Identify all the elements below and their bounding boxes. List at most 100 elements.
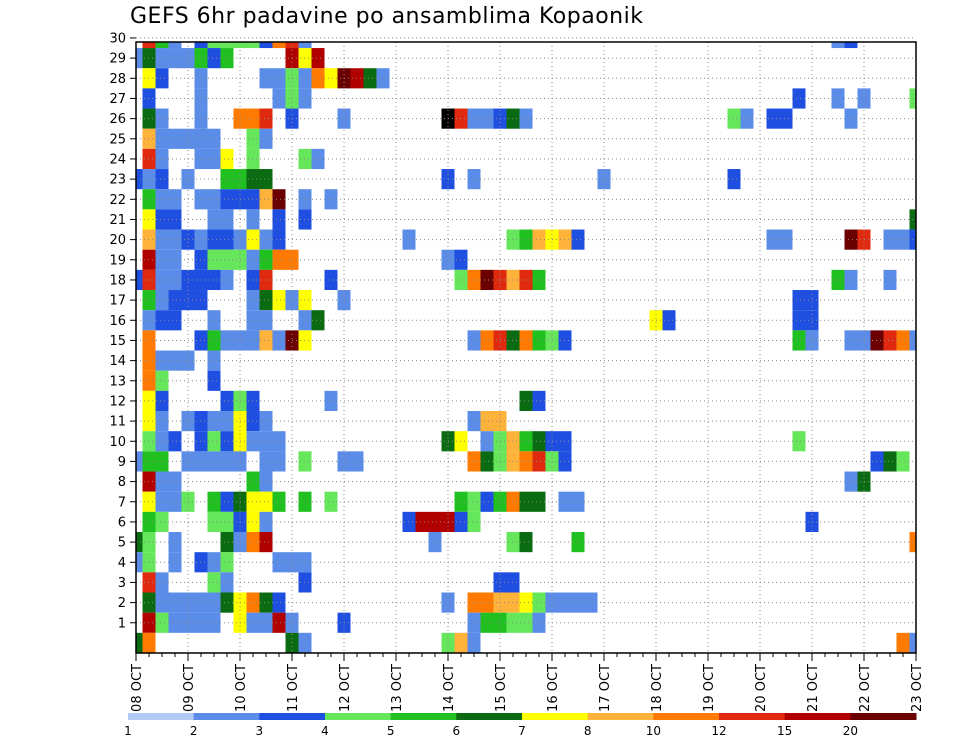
heatmap-cell (428, 532, 442, 553)
heatmap-cell (207, 491, 221, 512)
heatmap-cell (207, 48, 221, 69)
heatmap-cell (896, 451, 910, 472)
heatmap-cell (207, 350, 221, 371)
heatmap-cell (220, 451, 234, 472)
heatmap-cell (896, 632, 910, 653)
heatmap-cell (155, 269, 169, 291)
heatmap-cell (571, 592, 585, 613)
heatmap-cell (155, 48, 169, 69)
heatmap-cell (259, 411, 273, 432)
heatmap-cell (883, 451, 897, 472)
heatmap-cell (467, 169, 481, 190)
heatmap-cell (467, 451, 481, 472)
heatmap-cell (220, 511, 234, 533)
heatmap-cell (168, 249, 182, 270)
heatmap-cell (155, 148, 169, 170)
heatmap-cell (480, 451, 494, 472)
heatmap-cell (272, 189, 286, 210)
heatmap-cell (831, 42, 845, 49)
heatmap-cell (324, 390, 338, 412)
heatmap-cell (259, 169, 273, 190)
heatmap-cell (259, 68, 273, 89)
heatmap-cell (155, 491, 169, 512)
heatmap-cell (272, 612, 286, 633)
heatmap-cell (259, 310, 273, 331)
heatmap-cell (792, 431, 806, 452)
x-tick-label: 15 OCT (494, 664, 509, 712)
x-tick-label: 18 OCT (650, 664, 665, 712)
x-tick-label: 19 OCT (702, 664, 717, 712)
heatmap-cell (220, 169, 234, 190)
heatmap-cell (519, 229, 533, 250)
heatmap-cell (259, 128, 273, 149)
heatmap-cell (259, 330, 273, 351)
heatmap-cell (155, 572, 169, 593)
heatmap-cell (532, 229, 546, 250)
x-tick-label: 14 OCT (442, 664, 457, 712)
y-tick-label: 28 (109, 72, 126, 87)
heatmap-cell (519, 431, 533, 452)
y-tick-label: 14 (109, 354, 126, 369)
y-tick-label: 2 (118, 596, 126, 611)
y-tick-label: 3 (118, 576, 126, 591)
heatmap-cell (883, 330, 897, 351)
heatmap-cell (142, 42, 156, 49)
heatmap-cell (532, 491, 546, 512)
y-tick-label: 26 (109, 112, 126, 127)
heatmap-cell (155, 229, 169, 250)
heatmap-cell (467, 330, 481, 351)
legend-label: 15 (777, 724, 792, 738)
heatmap-cell (220, 572, 234, 593)
heatmap-cell (467, 491, 481, 512)
heatmap-cell (155, 290, 169, 311)
heatmap-cell (220, 330, 234, 351)
x-tick-label: 20 OCT (754, 664, 769, 712)
heatmap-cell (136, 632, 143, 653)
heatmap-cell (207, 42, 221, 49)
legend-label: 6 (453, 724, 461, 738)
y-tick-label: 16 (109, 314, 126, 329)
x-tick-label: 22 OCT (858, 664, 873, 712)
heatmap-cell (519, 330, 533, 351)
legend-swatch (522, 713, 589, 720)
heatmap-cell (844, 471, 858, 492)
heatmap-cell (155, 431, 169, 452)
heatmap-cell (168, 189, 182, 210)
x-tick-label: 17 OCT (598, 664, 613, 712)
x-tick-label: 13 OCT (390, 664, 405, 712)
heatmap-cell (311, 68, 325, 89)
x-tick-label: 08 OCT (130, 664, 145, 712)
y-tick-label: 18 (109, 273, 126, 288)
heatmap-cell (155, 511, 169, 533)
heatmap-cell (844, 108, 858, 129)
heatmap-cell (168, 431, 182, 452)
heatmap-cell (467, 269, 481, 291)
heatmap-cell (259, 612, 273, 633)
x-tick-label: 10 OCT (234, 664, 249, 712)
heatmap-cell (207, 128, 221, 149)
heatmap-cell (831, 88, 845, 109)
heatmap-cell (220, 592, 234, 613)
heatmap-cell (363, 68, 377, 89)
heatmap-cell (532, 330, 546, 351)
heatmap-cell (896, 229, 910, 250)
heatmap-cell (376, 68, 390, 89)
heatmap-cell (155, 169, 169, 190)
y-tick-label: 5 (118, 536, 126, 551)
heatmap-cell (740, 108, 754, 129)
y-tick-label: 9 (118, 455, 126, 470)
legend-label: 2 (190, 724, 198, 738)
heatmap-cell (519, 491, 533, 512)
heatmap-cell (233, 42, 247, 49)
y-tick-label: 19 (109, 253, 126, 268)
heatmap-cell (168, 209, 182, 230)
heatmap-cell (207, 592, 221, 613)
heatmap-cell (155, 68, 169, 89)
heatmap-cell (519, 532, 533, 553)
heatmap-cell (844, 330, 858, 351)
heatmap-cell (168, 592, 182, 613)
heatmap-cell (168, 350, 182, 371)
heatmap-cell (272, 249, 286, 270)
heatmap-cell (883, 229, 897, 250)
